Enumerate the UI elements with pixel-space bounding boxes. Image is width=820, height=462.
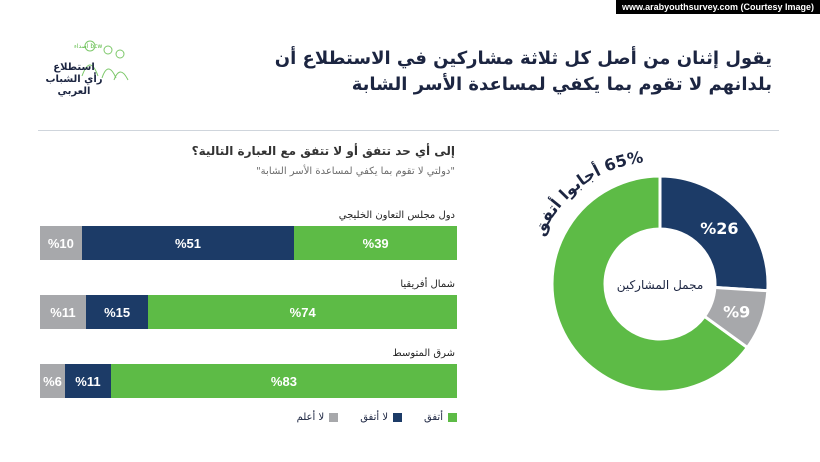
- category-label-gcc: دول مجلس التعاون الخليجي: [338, 210, 455, 221]
- legend-dont-know: لا أعلم: [297, 412, 339, 423]
- bar-gcc: %10 %51 %39: [40, 226, 457, 260]
- legend-disagree: لا أتفق: [360, 412, 403, 423]
- bar-north-africa-dont-know: %11: [40, 295, 86, 329]
- logo-line-2: رأي الشباب: [45, 72, 102, 85]
- bar-levant-agree: %83: [110, 364, 457, 398]
- bar-levant: %6 %11 %83: [40, 364, 457, 398]
- legend-agree-label: أتفق: [424, 412, 443, 423]
- survey-statement: "دولتي لا تقوم بما يكفي لمساعدة الأسر ال…: [256, 166, 455, 177]
- bar-gcc-disagree: %51: [81, 226, 295, 260]
- bar-levant-dont-know: %6: [40, 364, 66, 398]
- bar-gcc-dont-know: %10: [40, 226, 82, 260]
- donut-label-dont-know: %9: [723, 303, 750, 322]
- legend: أتفق لا أتفق لا أعلم: [297, 412, 457, 423]
- bar-north-africa-disagree: %15: [85, 295, 149, 329]
- donut-chart: مجمل المشاركين 65% أجابوا أتفق %26 %9: [520, 132, 800, 432]
- logo-line-3: العربي: [58, 86, 91, 97]
- bar-north-africa: %11 %15 %74: [40, 295, 457, 329]
- donut-label-disagree: %26: [700, 219, 738, 238]
- category-label-north-africa: شمال أفريقيا: [400, 279, 455, 290]
- logo-line-1: استطلاع: [53, 62, 95, 73]
- bar-gcc-agree: %39: [294, 226, 457, 260]
- survey-question: إلى أي حد تتفق أو لا تتفق مع العبارة الت…: [191, 144, 455, 158]
- divider: [38, 130, 779, 131]
- legend-disagree-label: لا أتفق: [360, 412, 389, 423]
- legend-dont-know-label: لا أعلم: [296, 412, 325, 423]
- donut-svg: مجمل المشاركين 65% أجابوا أتفق %26%9: [529, 147, 770, 394]
- legend-disagree-swatch: [393, 413, 403, 422]
- survey-logo: اصداء bcw استطلاع رأي الشباب العربي: [45, 40, 129, 97]
- bar-levant-disagree: %11: [65, 364, 111, 398]
- category-label-levant: شرق المتوسط: [392, 348, 456, 359]
- image-credit: www.arabyouthsurvey.com (Courtesy Image): [615, 0, 820, 14]
- donut-center: [605, 229, 715, 339]
- legend-agree: أتفق: [424, 412, 457, 423]
- logo-brand: اصداء bcw: [74, 43, 102, 50]
- donut-title: مجمل المشاركين: [617, 278, 704, 293]
- bar-north-africa-agree: %74: [148, 295, 457, 329]
- legend-agree-swatch: [448, 413, 457, 422]
- headline: يقول إثنان من أصل كل ثلاثة مشاركين في ال…: [274, 48, 772, 95]
- legend-dont-know-swatch: [329, 413, 339, 422]
